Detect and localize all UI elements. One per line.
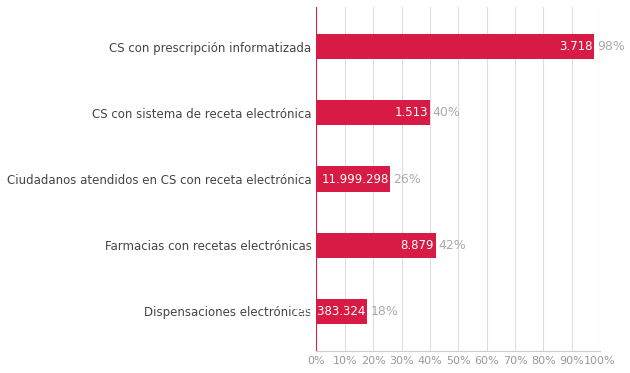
Text: 11.999.298: 11.999.298 xyxy=(321,173,389,186)
Text: 3.718: 3.718 xyxy=(559,40,593,53)
Text: 98%: 98% xyxy=(597,40,625,53)
Bar xyxy=(316,166,390,192)
Text: 18%: 18% xyxy=(370,305,398,318)
Text: 26%: 26% xyxy=(393,173,421,186)
Text: 1.513: 1.513 xyxy=(395,106,428,119)
Text: 8.879: 8.879 xyxy=(401,239,434,252)
Bar xyxy=(316,299,367,324)
Bar xyxy=(316,233,435,258)
Text: 42%: 42% xyxy=(438,239,466,252)
Text: 139.383.324: 139.383.324 xyxy=(292,305,366,318)
Bar xyxy=(316,34,594,59)
Bar xyxy=(316,100,430,125)
Text: 40%: 40% xyxy=(433,106,461,119)
